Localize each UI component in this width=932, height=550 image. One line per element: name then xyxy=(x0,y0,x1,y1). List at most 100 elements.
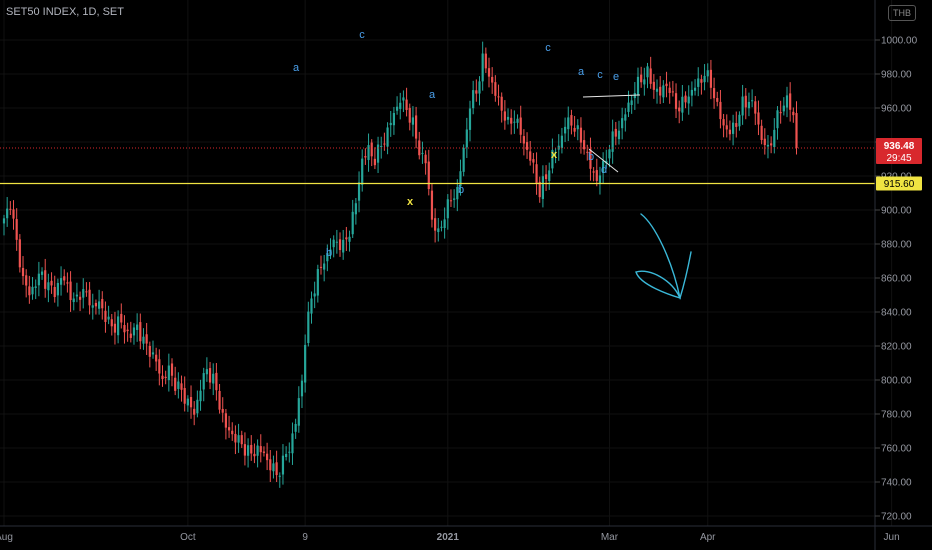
candle-body xyxy=(351,211,354,235)
candle-body xyxy=(47,282,50,291)
candle-body xyxy=(167,365,170,381)
candle-body xyxy=(579,127,583,143)
candle-body xyxy=(614,128,617,137)
candle-body xyxy=(193,408,196,415)
candle-body xyxy=(776,110,779,129)
candle-body xyxy=(78,296,82,300)
x-tick-label: Mar xyxy=(601,532,619,543)
candle-body xyxy=(611,131,614,152)
candle-body xyxy=(576,125,579,130)
candle-body xyxy=(560,135,564,148)
candle-body xyxy=(478,81,481,94)
candle-body xyxy=(617,130,621,140)
candle-body xyxy=(129,333,132,338)
candle-body xyxy=(266,453,269,461)
candle-body xyxy=(665,83,668,87)
level-price-label: 915.60 xyxy=(884,179,915,190)
wave-label: a xyxy=(429,89,436,101)
candle-body xyxy=(399,102,402,109)
candle-body xyxy=(418,140,421,156)
candle-body xyxy=(668,87,671,93)
candle-body xyxy=(538,181,541,198)
candle-body xyxy=(224,413,227,428)
y-tick-label: 760.00 xyxy=(881,444,912,455)
candle-body xyxy=(98,301,101,309)
candle-body xyxy=(246,445,250,456)
candle-body xyxy=(259,446,262,453)
candle-body xyxy=(329,249,332,256)
candle-body xyxy=(139,322,142,342)
time-axis[interactable]: AugOct92021MarAprJunAug xyxy=(0,532,932,543)
candle-body xyxy=(789,93,792,110)
candle-body xyxy=(164,376,167,378)
candle-body xyxy=(725,125,728,130)
grid-lines xyxy=(0,0,893,526)
candle-body xyxy=(415,115,418,139)
candle-body xyxy=(75,294,79,297)
candle-body xyxy=(294,423,297,432)
candle-body xyxy=(475,90,478,94)
candle-body xyxy=(430,190,434,220)
candle-body xyxy=(662,85,665,98)
candle-body xyxy=(652,81,655,90)
candle-body xyxy=(551,150,554,169)
y-tick-label: 900.00 xyxy=(881,206,912,217)
candle-body xyxy=(215,372,218,391)
candle-body xyxy=(434,218,437,231)
y-tick-label: 980.00 xyxy=(881,70,912,81)
candle-body xyxy=(627,102,630,112)
drawn-annotations xyxy=(0,94,875,300)
candle-body xyxy=(326,253,329,262)
candle-body xyxy=(155,354,158,362)
candle-body xyxy=(101,298,104,309)
candle-body xyxy=(107,316,110,320)
candle-body xyxy=(196,399,199,414)
y-tick-label: 880.00 xyxy=(881,240,912,251)
candle-body xyxy=(88,289,91,306)
candle-body xyxy=(148,345,151,357)
candle-body xyxy=(529,151,532,161)
wave-label: d xyxy=(601,164,607,176)
candle-body xyxy=(380,146,383,148)
candle-body xyxy=(123,325,126,333)
currency-badge[interactable]: THB xyxy=(888,5,916,21)
candle-body xyxy=(589,149,592,169)
symbol-title[interactable]: SET50 INDEX, 1D, SET xyxy=(6,6,124,18)
candle-body xyxy=(269,459,272,471)
candle-body xyxy=(272,463,275,472)
candle-body xyxy=(383,143,386,145)
candle-body xyxy=(183,388,186,404)
candle-body xyxy=(275,462,278,476)
candle-body xyxy=(646,66,649,78)
candle-body xyxy=(757,112,760,125)
candle-body xyxy=(703,75,706,83)
wave-label: x xyxy=(407,196,414,208)
x-tick-label: Apr xyxy=(700,532,716,543)
candle-body xyxy=(50,280,53,286)
candle-body xyxy=(782,105,785,112)
candle-body xyxy=(785,95,789,108)
candle-body xyxy=(659,86,662,96)
candle-body xyxy=(532,159,535,163)
wave-label: e xyxy=(613,71,619,83)
candle-body xyxy=(440,226,443,228)
candle-body xyxy=(465,129,468,148)
candle-body xyxy=(697,78,700,87)
candle-body xyxy=(202,373,205,390)
candle-body xyxy=(728,129,732,135)
price-axis[interactable]: 1000.00980.00960.00940.00920.00900.00880… xyxy=(875,36,918,523)
candle-body xyxy=(456,186,459,200)
candle-body xyxy=(104,310,107,322)
x-tick-label: Jun xyxy=(884,532,900,543)
candle-body xyxy=(9,208,12,210)
wedge-top-line xyxy=(582,94,641,98)
candle-body xyxy=(712,88,716,99)
candle-body xyxy=(370,142,373,157)
candle-body xyxy=(85,291,88,293)
candle-body xyxy=(624,114,627,121)
candle-body xyxy=(700,79,703,83)
candle-body xyxy=(586,151,589,153)
candle-body xyxy=(732,122,735,134)
candle-body xyxy=(40,271,44,275)
